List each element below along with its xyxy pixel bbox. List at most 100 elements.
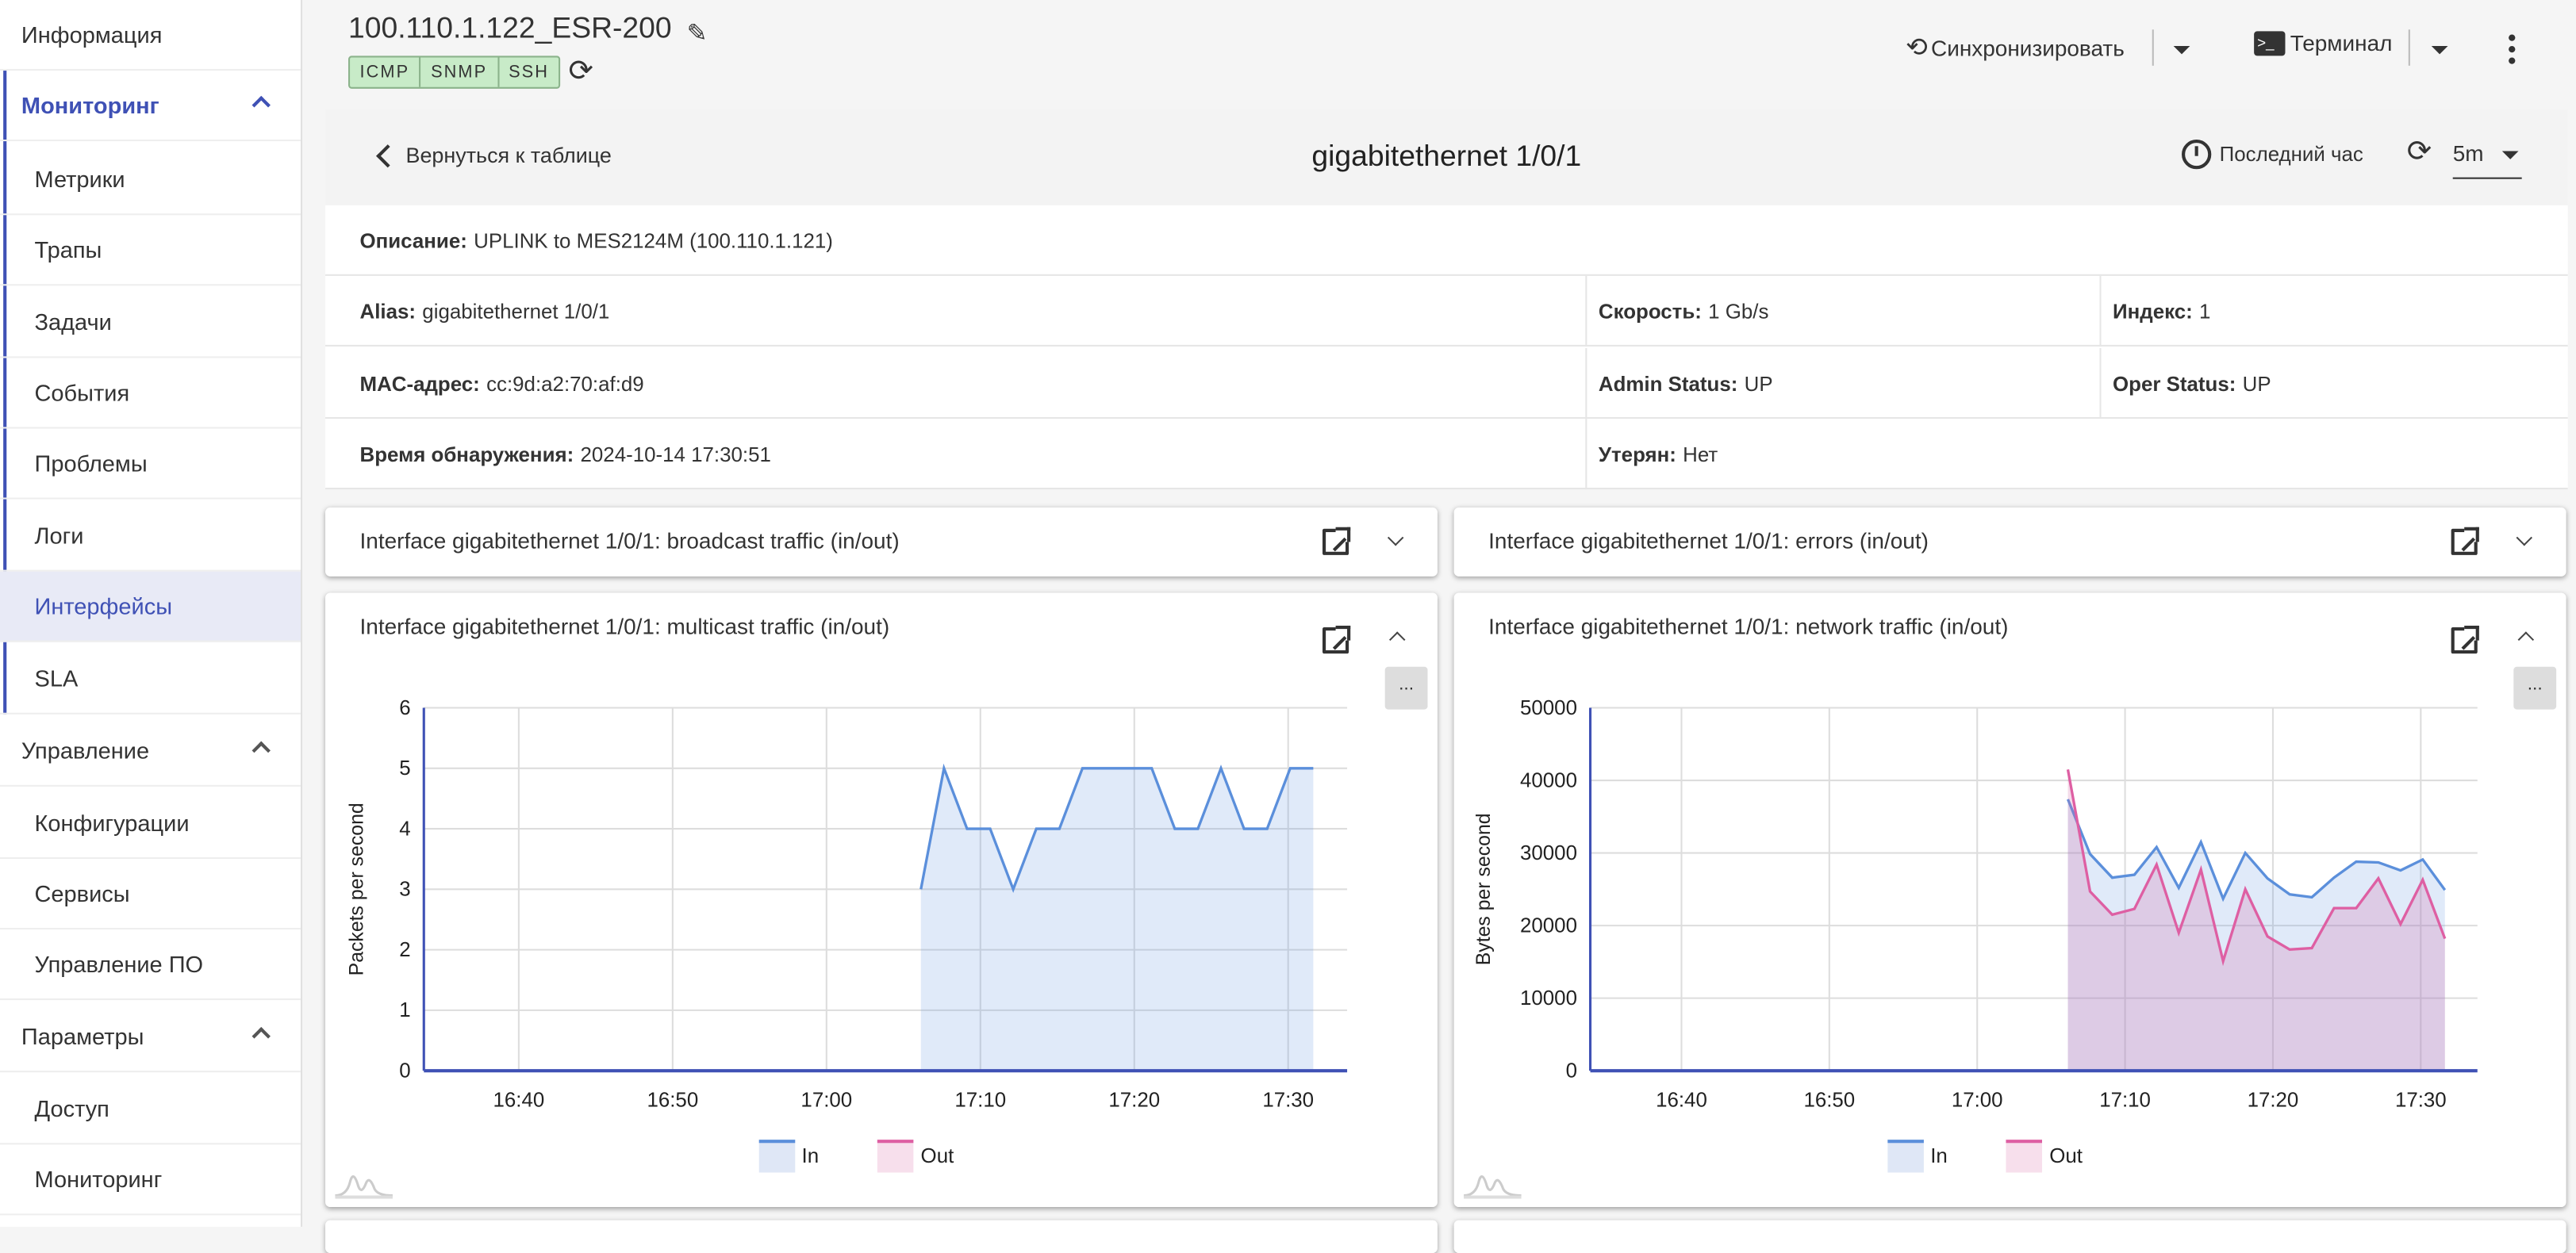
card-broadcast: Interface gigabitethernet 1/0/1: broadca… <box>325 508 1438 577</box>
info-mac: MAC-адрес:cc:9d:a2:70:af:d9 <box>325 348 644 419</box>
sidebar-item-monitoring-params[interactable]: Мониторинг <box>0 1144 301 1215</box>
sidebar-item-configurations[interactable]: Конфигурации <box>0 788 301 859</box>
sidebar-item-label: Сервисы <box>34 880 129 906</box>
y-tick-label: 1 <box>399 999 410 1021</box>
more-vert-icon[interactable] <box>2509 34 2515 63</box>
divider <box>2409 29 2410 66</box>
sidebar-item-label: Доступ <box>34 1095 109 1121</box>
protocol-badges: ICMP SNMP SSH <box>348 56 561 88</box>
card-next <box>325 1220 1438 1253</box>
sidebar-item-info[interactable]: Информация <box>0 0 301 71</box>
sync-icon: ⟲ <box>1906 31 1928 63</box>
open-external-icon[interactable] <box>2451 529 2478 555</box>
card-network: Interface gigabitethernet 1/0/1: network… <box>1454 593 2566 1207</box>
x-tick-label: 17:20 <box>2248 1090 2299 1112</box>
sync-dropdown-caret-icon[interactable] <box>2174 46 2190 54</box>
chevron-up-icon <box>252 1027 271 1045</box>
x-tick-label: 17:20 <box>1108 1090 1160 1112</box>
time-range-label: Последний час <box>2220 143 2363 166</box>
terminal-icon: >_ <box>2254 31 2285 56</box>
sync-button[interactable]: ⟲ Синхронизировать <box>1906 31 2125 63</box>
card-errors: Interface gigabitethernet 1/0/1: errors … <box>1454 508 2566 577</box>
y-tick-label: 0 <box>399 1059 410 1082</box>
terminal-label: Терминал <box>2290 31 2393 56</box>
info-discovered: Время обнаружения:2024-10-14 17:30:51 <box>325 419 771 489</box>
sidebar-item-interfaces[interactable]: Интерфейсы <box>0 572 301 642</box>
y-tick-label: 40000 <box>1520 769 1577 791</box>
pencil-icon[interactable]: ✎ <box>687 18 708 48</box>
badge-snmp: SNMP <box>421 57 499 86</box>
info-alias: Alias:gigabitethernet 1/0/1 <box>325 276 609 347</box>
time-range-button[interactable]: Последний час <box>2182 140 2363 169</box>
panel-toolbar: Вернуться к таблице gigabitethernet 1/0/… <box>325 110 2568 205</box>
chevron-down-icon[interactable] <box>1388 530 1404 546</box>
x-tick-label: 17:30 <box>2395 1090 2447 1112</box>
card-title: Interface gigabitethernet 1/0/1: errors … <box>1488 529 1929 554</box>
interface-info-table: Описание:UPLINK to MES2124M (100.110.1.1… <box>325 205 2568 489</box>
sidebar-item-events[interactable]: События <box>0 358 301 428</box>
x-tick-label: 17:10 <box>2099 1090 2151 1112</box>
x-tick-label: 17:30 <box>1262 1090 1314 1112</box>
badge-icmp: ICMP <box>350 57 421 86</box>
legend-out[interactable]: Out <box>878 1140 954 1172</box>
sidebar-item-traps[interactable]: Трапы <box>0 215 301 285</box>
sidebar-item-label: Интерфейсы <box>34 593 172 619</box>
sidebar-item-label: SLA <box>34 665 78 692</box>
divider <box>2152 29 2154 66</box>
sidebar-section-parameters[interactable]: Параметры <box>0 1002 301 1072</box>
info-description: Описание:UPLINK to MES2124M (100.110.1.1… <box>325 205 833 276</box>
badge-ssh: SSH <box>499 57 559 86</box>
refresh-interval-select[interactable]: 5m <box>2453 136 2522 179</box>
legend-out[interactable]: Out <box>2006 1140 2083 1172</box>
info-oper-status: Oper Status:UP <box>2079 348 2271 419</box>
sidebar-item-services[interactable]: Сервисы <box>0 859 301 929</box>
clock-icon <box>2182 140 2211 169</box>
sidebar-item-label: Параметры <box>21 1023 144 1049</box>
auto-refresh-icon: ⟳ <box>2407 135 2432 169</box>
sidebar-item-metrics[interactable]: Метрики <box>0 144 301 215</box>
terminal-button[interactable]: >_ Терминал <box>2254 31 2392 56</box>
y-axis-label: Packets per second <box>347 803 368 975</box>
terminal-dropdown-caret-icon[interactable] <box>2432 46 2448 54</box>
legend-in[interactable]: In <box>1887 1140 1947 1172</box>
chart-logo-icon <box>1462 1173 1525 1199</box>
refresh-icon[interactable]: ⟳ <box>568 54 593 88</box>
chevron-up-icon <box>252 96 271 114</box>
sidebar-section-monitoring[interactable]: Мониторинг <box>0 71 301 141</box>
x-tick-label: 17:10 <box>954 1090 1006 1112</box>
y-tick-label: 2 <box>399 939 410 961</box>
y-tick-label: 5 <box>399 757 410 780</box>
chevron-down-icon[interactable] <box>2516 530 2532 546</box>
x-tick-label: 16:50 <box>1803 1090 1855 1112</box>
y-axis-label: Bytes per second <box>1473 813 1495 965</box>
sidebar-item-logs[interactable]: Логи <box>0 501 301 572</box>
legend-in[interactable]: In <box>759 1140 819 1172</box>
x-tick-label: 17:00 <box>1952 1090 2003 1112</box>
sidebar-item-label: Управление <box>21 738 149 764</box>
info-speed: Скорость:1 Gb/s <box>1564 276 1768 347</box>
sidebar-item-software[interactable]: Управление ПО <box>0 929 301 1000</box>
sidebar-item-label: Метрики <box>34 166 125 192</box>
y-tick-label: 20000 <box>1520 914 1577 937</box>
y-tick-label: 0 <box>1566 1059 1577 1082</box>
sidebar-item-label: Трапы <box>34 236 102 262</box>
legend-swatch-in <box>1887 1140 1924 1172</box>
y-tick-label: 6 <box>399 697 410 719</box>
dropdown-caret-icon <box>2502 151 2519 159</box>
open-external-icon[interactable] <box>1323 529 1349 555</box>
sidebar-item-tasks[interactable]: Задачи <box>0 287 301 358</box>
y-tick-label: 10000 <box>1520 987 1577 1010</box>
x-tick-label: 16:50 <box>647 1090 698 1112</box>
sidebar-item-label: Информация <box>21 21 163 48</box>
device-title: 100.110.1.122_ESR-200 <box>348 11 672 45</box>
sidebar-item-problems[interactable]: Проблемы <box>0 428 301 499</box>
sidebar-item-sla[interactable]: SLA <box>0 644 301 715</box>
sidebar-item-label: Проблемы <box>34 450 147 476</box>
info-index: Индекс:1 <box>2079 276 2211 347</box>
sidebar-section-management[interactable]: Управление <box>0 716 301 787</box>
refresh-interval-value: 5m <box>2453 141 2484 166</box>
sidebar-item-access[interactable]: Доступ <box>0 1074 301 1144</box>
legend-swatch-out <box>878 1140 915 1172</box>
